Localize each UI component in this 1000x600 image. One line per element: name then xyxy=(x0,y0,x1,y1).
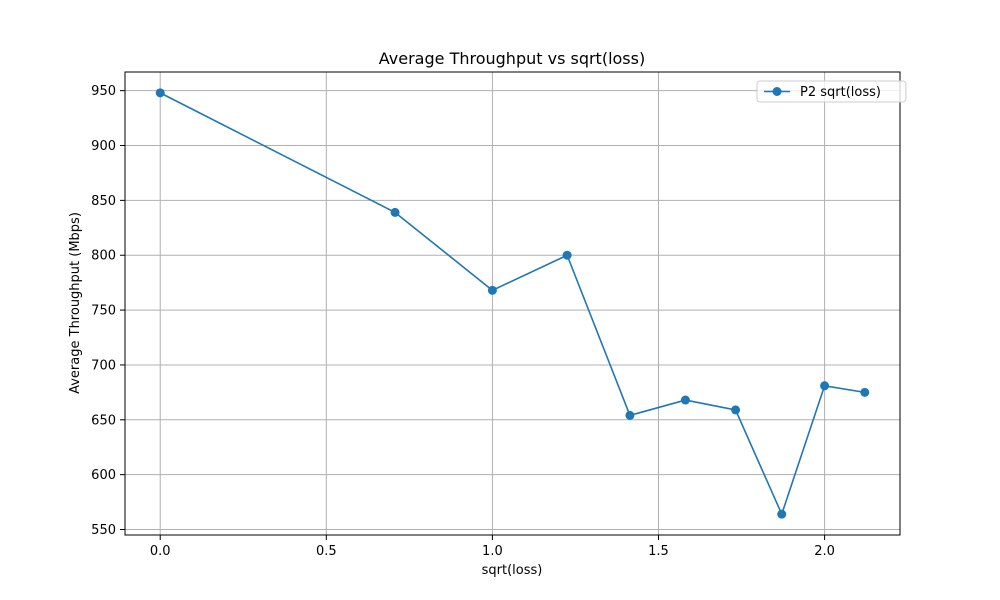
legend-marker-swatch xyxy=(772,87,782,96)
legend: P2 sqrt(loss) xyxy=(756,80,907,103)
data-point xyxy=(155,88,165,98)
x-tick-label: 1.0 xyxy=(482,544,503,559)
data-point xyxy=(487,285,497,295)
series-layer xyxy=(155,88,870,519)
data-point xyxy=(390,207,400,217)
data-point xyxy=(680,395,690,405)
x-tick-label: 1.5 xyxy=(648,544,669,559)
chart-title: Average Throughput vs sqrt(loss) xyxy=(379,49,645,68)
x-tick-label: 0.5 xyxy=(316,544,337,559)
y-tick-label: 550 xyxy=(91,523,116,538)
y-tick-label: 800 xyxy=(91,249,116,264)
y-tick-label: 600 xyxy=(91,468,116,483)
x-tick-label: 0.0 xyxy=(150,544,171,559)
y-tick-label: 700 xyxy=(91,358,116,373)
data-point xyxy=(777,509,787,519)
x-axis-title: sqrt(loss) xyxy=(482,563,543,578)
grid-layer xyxy=(125,72,900,535)
y-tick-label: 900 xyxy=(91,139,116,154)
data-point xyxy=(820,381,830,391)
data-point xyxy=(562,250,572,260)
x-tick-label: 2.0 xyxy=(814,544,835,559)
data-point xyxy=(860,387,870,397)
y-tick-label: 950 xyxy=(91,84,116,99)
legend-label: P2 sqrt(loss) xyxy=(800,85,881,100)
y-tick-label: 850 xyxy=(91,194,116,209)
data-point xyxy=(625,410,635,420)
legend-box xyxy=(756,80,907,103)
ticks-layer: 0.0 0.5 1.0 1.5 2.0 550 600 650 700 750 800 850 900 9… xyxy=(91,84,835,559)
y-axis-title: Average Throughput (Mbps) xyxy=(68,212,83,394)
y-tick-label: 750 xyxy=(91,304,116,319)
y-tick-label: 650 xyxy=(91,413,116,428)
data-point xyxy=(731,405,741,415)
series-line xyxy=(159,92,865,515)
plot-frame xyxy=(124,71,901,536)
